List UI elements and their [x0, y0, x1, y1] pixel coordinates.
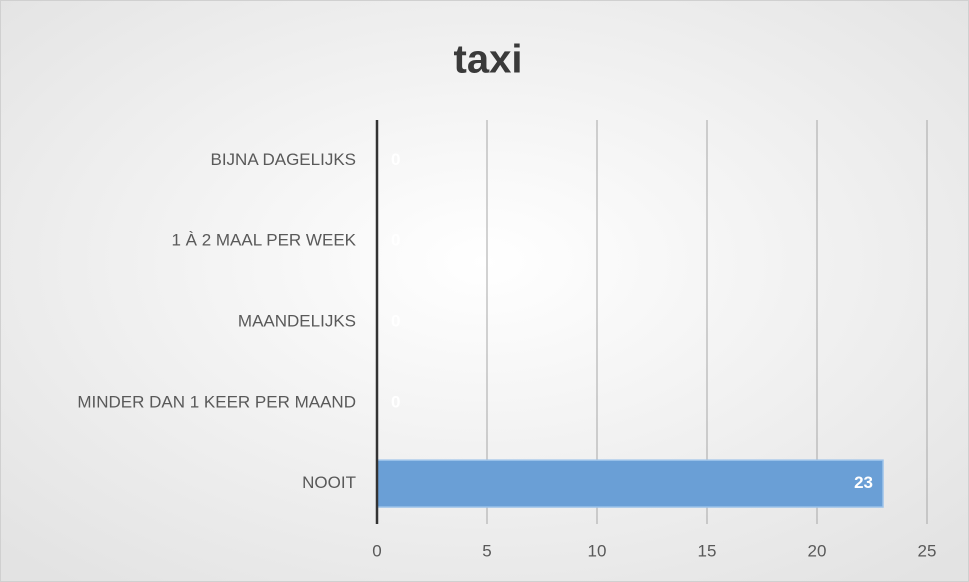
- x-tick-label: 5: [482, 541, 491, 560]
- x-tick-label: 20: [808, 541, 827, 560]
- y-tick-label: NOOIT: [302, 473, 356, 492]
- y-tick-label: 1 À 2 MAAL PER WEEK: [171, 231, 356, 250]
- x-tick-label: 0: [372, 541, 381, 560]
- y-tick-label: BIJNA DAGELIJKS: [211, 150, 357, 169]
- x-tick-label: 15: [698, 541, 717, 560]
- data-label: 0: [391, 231, 400, 250]
- bar: [376, 459, 884, 508]
- x-tick-label: 25: [918, 541, 937, 560]
- y-tick-label: MAANDELIJKS: [238, 311, 356, 330]
- data-label: 0: [391, 311, 400, 330]
- data-label: 0: [391, 150, 400, 169]
- x-tick-label: 10: [588, 541, 607, 560]
- chart-title: taxi: [454, 38, 523, 82]
- data-label: 23: [854, 473, 873, 492]
- y-tick-label: MINDER DAN 1 KEER PER MAAND: [77, 392, 356, 411]
- data-label: 0: [391, 392, 400, 411]
